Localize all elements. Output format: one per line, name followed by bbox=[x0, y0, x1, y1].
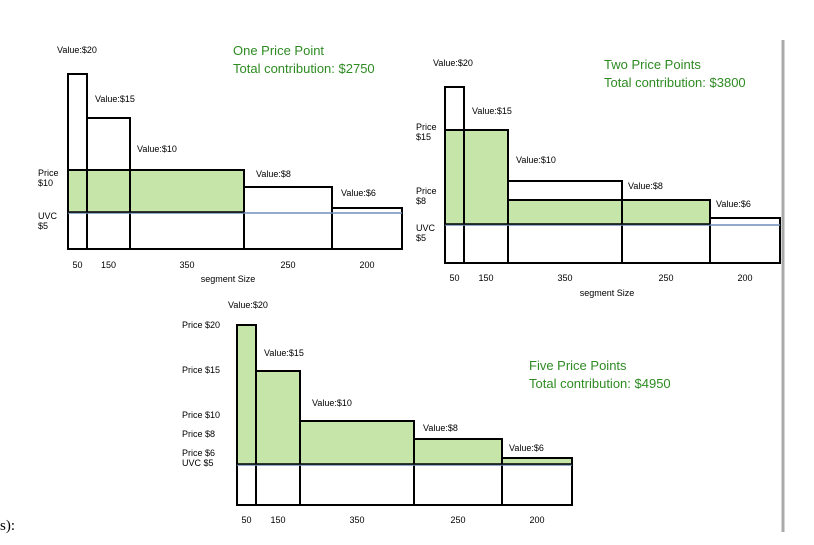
value-label: Value:$20 bbox=[433, 58, 473, 68]
price-area bbox=[300, 421, 414, 465]
price-label: $10 bbox=[38, 178, 53, 188]
price-area bbox=[445, 130, 508, 225]
value-label: Value:$8 bbox=[423, 423, 458, 433]
size-label: 200 bbox=[529, 515, 544, 525]
price-label: UVC bbox=[38, 211, 58, 221]
price-area bbox=[256, 371, 300, 465]
price-label: $5 bbox=[416, 233, 426, 243]
price-label: $5 bbox=[38, 221, 48, 231]
price-label: Price $15 bbox=[182, 365, 220, 375]
panel-subtitle: Total contribution: $4950 bbox=[529, 376, 671, 391]
size-label: 50 bbox=[72, 260, 82, 270]
panel-subtitle: Total contribution: $2750 bbox=[233, 61, 375, 76]
value-label: Value:$6 bbox=[509, 443, 544, 453]
value-label: Value:$6 bbox=[716, 199, 751, 209]
size-label: 350 bbox=[179, 260, 194, 270]
value-label: Value:$15 bbox=[472, 106, 512, 116]
price-label: Price bbox=[38, 168, 59, 178]
panel-title: One Price Point bbox=[233, 43, 324, 58]
size-label: 150 bbox=[270, 515, 285, 525]
price-area bbox=[237, 325, 256, 465]
value-label: Value:$15 bbox=[95, 94, 135, 104]
size-label: 350 bbox=[349, 515, 364, 525]
value-label: Value:$10 bbox=[137, 144, 177, 154]
size-label: 50 bbox=[241, 515, 251, 525]
size-label: 150 bbox=[478, 273, 493, 283]
axis-label: segment Size bbox=[201, 274, 256, 284]
size-label: 250 bbox=[280, 260, 295, 270]
price-label: Price $8 bbox=[182, 429, 215, 439]
price-label: Price bbox=[416, 186, 437, 196]
size-label: 200 bbox=[359, 260, 374, 270]
panel-title: Five Price Points bbox=[529, 358, 627, 373]
price-label: Price $20 bbox=[182, 320, 220, 330]
text-fragment: s): bbox=[0, 518, 15, 534]
price-label: UVC $5 bbox=[182, 458, 214, 468]
price-label: Price $10 bbox=[182, 410, 220, 420]
value-label: Value:$15 bbox=[264, 348, 304, 358]
value-label: Value:$10 bbox=[516, 155, 556, 165]
size-label: 350 bbox=[557, 273, 572, 283]
size-label: 150 bbox=[101, 260, 116, 270]
price-label: Price bbox=[416, 122, 437, 132]
segment-bar bbox=[67, 73, 88, 250]
size-label: 200 bbox=[737, 273, 752, 283]
size-label: 250 bbox=[658, 273, 673, 283]
price-area bbox=[502, 458, 572, 465]
price-label: $8 bbox=[416, 196, 426, 206]
value-label: Value:$20 bbox=[228, 300, 268, 310]
size-label: 250 bbox=[450, 515, 465, 525]
price-area bbox=[414, 439, 502, 465]
value-label: Value:$6 bbox=[341, 188, 376, 198]
value-label: Value:$20 bbox=[57, 45, 97, 55]
panel-subtitle: Total contribution: $3800 bbox=[604, 75, 746, 90]
value-label: Value:$8 bbox=[256, 169, 291, 179]
size-label: 50 bbox=[449, 273, 459, 283]
segment-bar bbox=[243, 186, 333, 250]
value-label: Value:$10 bbox=[312, 398, 352, 408]
segment-bar bbox=[709, 217, 781, 264]
price-label: UVC bbox=[416, 223, 436, 233]
segment-bar bbox=[331, 207, 403, 250]
axis-label: segment Size bbox=[580, 288, 635, 298]
price-label: $15 bbox=[416, 132, 431, 142]
value-label: Value:$8 bbox=[628, 181, 663, 191]
price-area bbox=[68, 170, 244, 213]
price-area bbox=[508, 200, 710, 225]
panel-title: Two Price Points bbox=[604, 57, 701, 72]
price-label: Price $6 bbox=[182, 448, 215, 458]
